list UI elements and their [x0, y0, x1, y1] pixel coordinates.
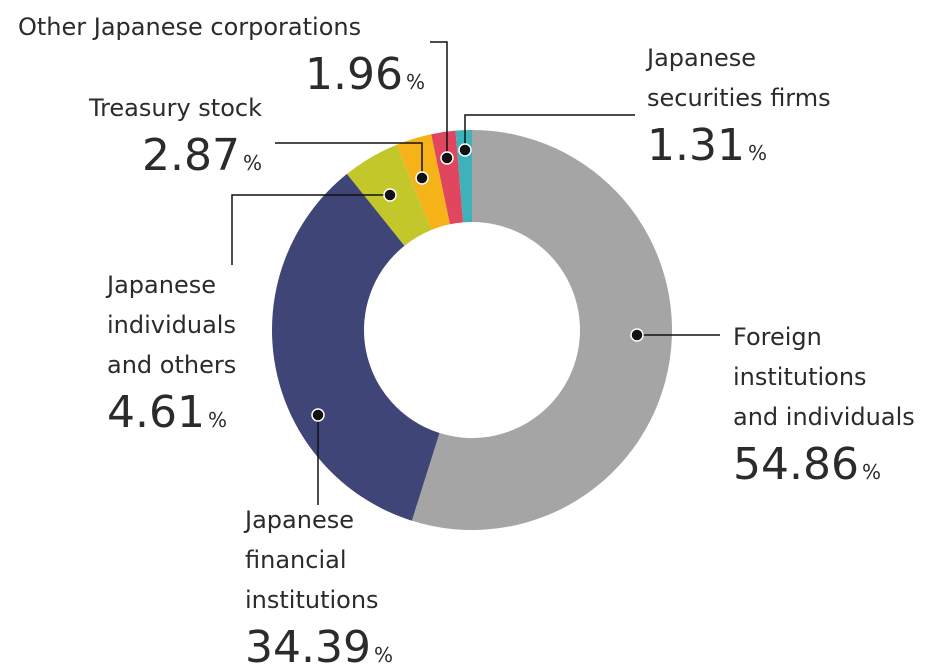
leader-line [464, 114, 635, 150]
leader-dot [311, 408, 325, 422]
value-label: 1.31 [647, 120, 745, 171]
donut-segment [411, 130, 673, 530]
leader-dot [383, 188, 397, 202]
leader-dot [458, 143, 472, 157]
value-unit: % [405, 70, 425, 94]
donut-segment [431, 130, 464, 225]
donut-segment [271, 173, 440, 521]
category-name: Japanese individuals and others [107, 271, 237, 379]
value-row: 54.86% [733, 437, 915, 500]
value-unit: % [747, 141, 767, 165]
value-row: 34.39% [245, 620, 393, 665]
slice-label: Japanese securities firms 1.31% [647, 38, 831, 181]
value-label: 4.61 [107, 387, 205, 438]
leader-dot [415, 171, 429, 185]
value-unit: % [861, 460, 881, 484]
slice-label: Other Japanese corporations 1.96% [18, 7, 425, 110]
value-row: 2.87% [89, 128, 262, 191]
value-row: 4.61% [107, 385, 236, 448]
value-label: 1.96 [305, 49, 403, 100]
category-name: Japanese securities firms [647, 44, 831, 112]
leader-dot [630, 328, 644, 342]
leader-dot [440, 151, 454, 165]
slice-label: Treasury stock 2.87% [89, 88, 262, 191]
value-label: 34.39 [245, 622, 371, 665]
leader-line [231, 194, 390, 265]
value-unit: % [373, 643, 393, 665]
slice-label: Japanese financial institutions 34.39% [245, 500, 393, 665]
slice-label: Japanese individuals and others 4.61% [107, 265, 236, 448]
category-name: Foreign institutions and individuals [733, 323, 915, 431]
value-row: 1.31% [647, 118, 831, 181]
value-unit: % [207, 408, 227, 432]
category-name: Treasury stock [88, 94, 262, 122]
value-label: 54.86 [733, 439, 859, 490]
slice-label: Foreign institutions and individuals 54.8… [733, 317, 915, 500]
category-name: Other Japanese corporations [18, 13, 362, 41]
value-row: 1.96% [18, 47, 425, 110]
value-label: 2.87 [142, 130, 240, 181]
leader-line [430, 41, 448, 158]
value-unit: % [242, 151, 262, 175]
category-name: Japanese financial institutions [245, 506, 379, 614]
leader-line [275, 142, 423, 178]
